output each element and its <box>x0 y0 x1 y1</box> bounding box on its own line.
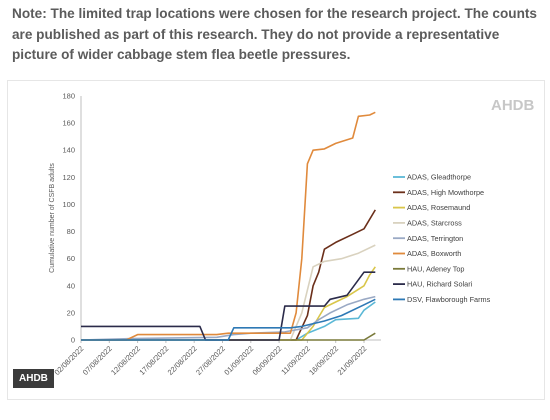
x-tick-label: 06/09/2022 <box>251 344 284 377</box>
legend-label: ADAS, Boxworth <box>407 249 461 258</box>
y-tick-label: 80 <box>67 227 75 236</box>
cumulative-csfb-chart: AHDB 02040608010012014016018002/08/20220… <box>49 92 534 377</box>
x-tick-label: 21/09/2022 <box>336 344 369 377</box>
x-tick-label: 12/08/2022 <box>109 344 142 377</box>
x-tick-label: 22/08/2022 <box>166 344 199 377</box>
x-tick-label: 02/08/2022 <box>53 344 86 377</box>
chart-series <box>80 111 376 341</box>
y-tick-label: 60 <box>67 254 75 263</box>
y-tick-label: 120 <box>62 173 75 182</box>
chart-figure: AHDB 0 20 40 60 80 100 120 140 160 180 02/08/2022 0… <box>7 80 545 400</box>
series-line <box>81 209 376 341</box>
x-tick-label: 07/08/2022 <box>81 344 114 377</box>
y-tick-label: 180 <box>62 92 75 101</box>
series-line <box>81 266 376 341</box>
x-tick-label: 16/09/2022 <box>307 344 340 377</box>
research-note: Note: The limited trap locations were ch… <box>12 6 537 62</box>
y-tick-label: 0 <box>71 336 75 345</box>
y-tick-label: 100 <box>62 200 75 209</box>
series-line <box>81 301 376 341</box>
legend-label: DSV, Flawborough Farms <box>407 295 491 304</box>
y-tick-label: 40 <box>67 281 75 290</box>
y-tick-label: 20 <box>67 308 75 317</box>
x-tick-label: 17/08/2022 <box>137 344 170 377</box>
series-line <box>81 271 376 341</box>
y-tick-label: 140 <box>62 146 75 155</box>
source-badge: AHDB <box>13 369 54 388</box>
series-line <box>81 244 376 341</box>
legend-label: ADAS, Starcross <box>407 219 462 228</box>
legend-label: ADAS, Gleadthorpe <box>407 173 471 182</box>
x-tick-label: 27/08/2022 <box>194 344 227 377</box>
x-tick-label: 01/09/2022 <box>222 344 255 377</box>
legend-label: HAU, Adeney Top <box>407 264 464 273</box>
legend-label: ADAS, High Mowthorpe <box>407 188 484 197</box>
legend-label: ADAS, Terrington <box>407 234 463 243</box>
ahdb-logo-text: AHDB <box>491 97 534 114</box>
y-tick-label: 160 <box>62 119 75 128</box>
series-line <box>81 298 376 341</box>
y-axis-title: Cumulative number of CSFB adults <box>49 163 56 273</box>
chart-legend: ADAS, Gleadthorpe ADAS, High Mowthorpe ADA… <box>393 173 491 304</box>
legend-label: ADAS, Rosemaund <box>407 203 470 212</box>
series-line <box>81 111 376 341</box>
legend-label: HAU, Richard Solari <box>407 280 473 289</box>
series-line <box>80 295 376 341</box>
